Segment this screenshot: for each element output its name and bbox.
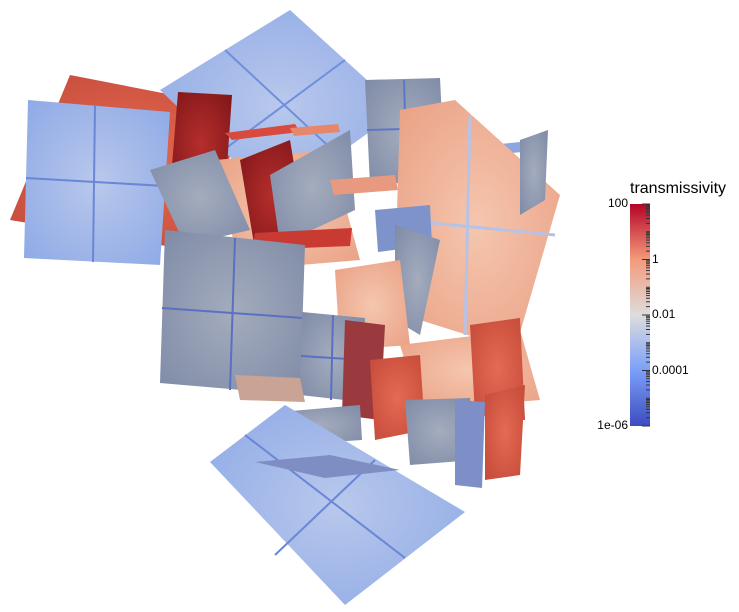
color-bar [630,203,650,427]
legend-tick-label: 0.0001 [652,362,689,377]
fracture-plane [255,455,400,478]
legend-tick-label: 1e-06 [597,418,628,432]
legend-title: transmissivity [630,180,727,197]
fracture-plane [520,130,548,215]
fracture-plane [290,124,340,136]
fracture-plane [395,225,440,335]
fracture-plane [270,130,355,245]
legend-tick-label: 100 [607,196,628,210]
fracture-planes [10,10,560,605]
fracture-plane [455,400,485,488]
fracture-plane [150,150,250,245]
fracture-plane [395,100,560,350]
fracture-plane [330,175,398,195]
fracture-plane [485,385,525,480]
legend-tick-label: 0.01 [652,307,676,321]
legend-tick-label: 1 [652,251,659,266]
fracture-plane [225,124,300,140]
fracture-plane [235,375,305,402]
